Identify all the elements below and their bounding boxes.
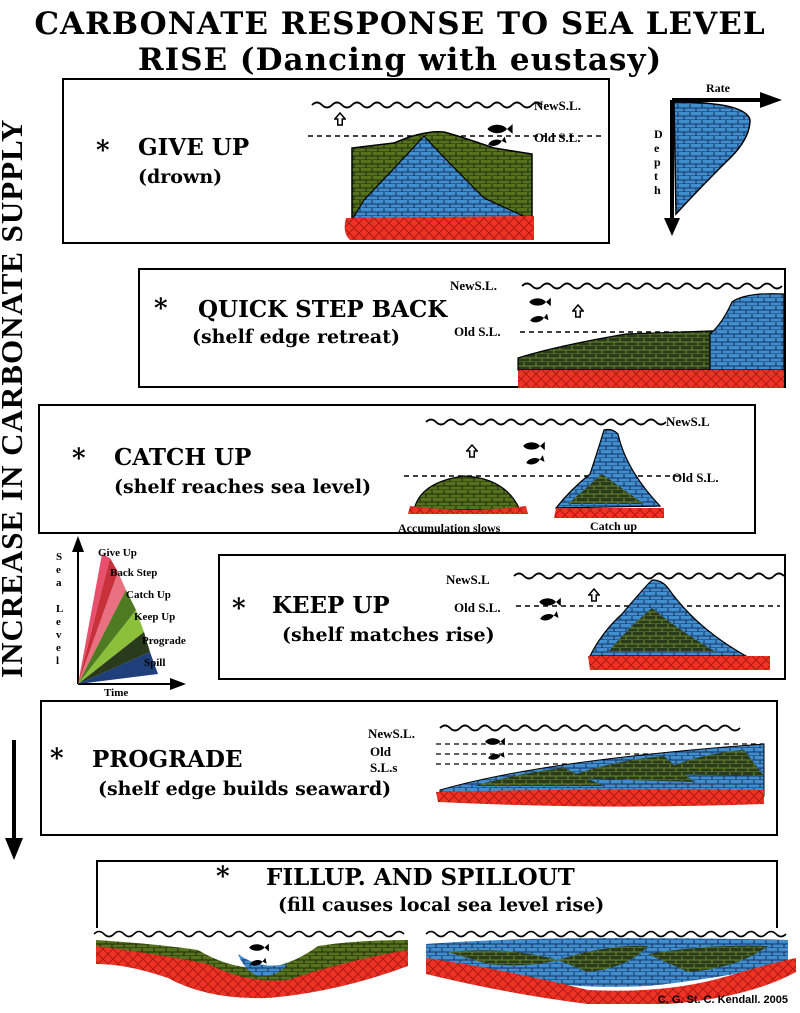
depth-letter: t xyxy=(654,169,658,183)
panel-title: GIVE UP xyxy=(138,134,250,161)
panel-give-up: * GIVE UP (drown) NewS.L. Old S.L. xyxy=(62,78,610,244)
fan-entry: Give Up xyxy=(98,547,137,559)
fan-chart: Give Up Back Step Catch Up Keep Up Progr… xyxy=(56,536,186,696)
catch-up-caption: Catch up xyxy=(590,519,637,533)
panel-subtitle: (shelf edge retreat) xyxy=(192,326,401,348)
depth-letter: h xyxy=(654,183,661,197)
title-line-1: CARBONATE RESPONSE TO SEA LEVEL xyxy=(34,6,766,42)
panel-quick-step-back: * QUICK STEP BACK (shelf edge retreat) N… xyxy=(138,268,786,388)
keep-up-diagram: NewS.L Old S.L. xyxy=(446,572,785,670)
new-sl-label: NewS.L. xyxy=(534,98,581,113)
old-sl-label: Old S.L. xyxy=(534,130,581,145)
panel-subtitle: (fill causes local sea level rise) xyxy=(278,894,605,916)
credit: C. G. St. C. Kendall. 2005 xyxy=(657,994,788,1006)
old-sl-label: S.L.s xyxy=(370,760,397,775)
fan-entry: Prograde xyxy=(142,635,186,647)
fan-entry: Catch Up xyxy=(126,589,171,601)
old-sl-label: Old S.L. xyxy=(672,470,719,485)
fillup-diagram xyxy=(93,930,796,1004)
down-arrow-shaft xyxy=(12,740,16,840)
fan-y-letter: L xyxy=(56,603,63,615)
panel-keep-up: * KEEP UP (shelf matches rise) NewS.L Ol… xyxy=(218,554,786,680)
fan-y-letter: S xyxy=(56,551,62,563)
fan-entry: Spill xyxy=(144,657,165,669)
bullet-star: * xyxy=(96,136,110,166)
fan-entry: Keep Up xyxy=(134,611,175,623)
accumulation-caption: Accumulation slows xyxy=(398,521,501,534)
fan-y-letter: e xyxy=(56,642,61,654)
panel-subtitle: (drown) xyxy=(138,166,223,188)
new-sl-label: NewS.L. xyxy=(368,726,415,741)
depth-letter: e xyxy=(654,141,660,155)
panel-title: QUICK STEP BACK xyxy=(198,296,448,323)
old-sl-label: Old S.L. xyxy=(454,324,501,339)
bullet-star: * xyxy=(216,862,230,892)
panel-prograde: * PROGRADE (shelf edge builds seaward) N… xyxy=(40,700,778,836)
fan-y-letter: e xyxy=(56,616,61,628)
panel-subtitle: (shelf edge builds seaward) xyxy=(98,778,392,800)
prograde-diagram: NewS.L. Old S.L.s xyxy=(368,724,765,807)
fan-y-letter: l xyxy=(56,655,59,667)
rate-depth-chart: Rate D e p t h xyxy=(654,81,782,236)
panel-title: FILLUP. AND SPILLOUT xyxy=(266,864,575,891)
new-sl-label: NewS.L xyxy=(666,414,710,429)
bullet-star: * xyxy=(50,744,64,774)
quick-step-back-diagram: NewS.L. Old S.L. xyxy=(450,278,785,388)
title-line-2: RISE (Dancing with eustasy) xyxy=(137,42,663,78)
panel-subtitle: (shelf reaches sea level) xyxy=(114,476,372,498)
old-sl-label: Old S.L. xyxy=(454,600,501,615)
rate-label: Rate xyxy=(706,81,731,95)
panel-title: KEEP UP xyxy=(272,592,390,619)
bullet-star: * xyxy=(72,444,86,474)
panel-fillup: * FILLUP. AND SPILLOUT (fill causes loca… xyxy=(96,860,778,928)
fan-y-letter: v xyxy=(56,629,62,641)
catch-up-diagram: NewS.L Old S.L. Accumulation slows Catch… xyxy=(398,414,719,534)
fan-entry: Back Step xyxy=(110,567,157,579)
bullet-star: * xyxy=(154,294,168,324)
new-sl-label: NewS.L xyxy=(446,572,490,587)
depth-letter: D xyxy=(654,127,663,141)
panel-subtitle: (shelf matches rise) xyxy=(282,624,495,646)
new-sl-label: NewS.L. xyxy=(450,278,497,293)
side-label: INCREASE IN CARBONATE SUPPLY xyxy=(0,118,29,678)
panel-title: PROGRADE xyxy=(92,746,243,773)
fan-x-label: Time xyxy=(104,687,128,696)
bullet-star: * xyxy=(232,594,246,624)
down-arrow-icon xyxy=(5,838,23,860)
give-up-diagram: NewS.L. Old S.L. xyxy=(308,98,604,240)
panel-title: CATCH UP xyxy=(114,444,252,471)
fan-y-letter: e xyxy=(56,564,61,576)
old-sl-label: Old xyxy=(370,744,392,759)
depth-letter: p xyxy=(654,155,661,169)
fan-y-letter: a xyxy=(56,577,62,589)
panel-catch-up: * CATCH UP (shelf reaches sea level) New… xyxy=(38,404,756,534)
